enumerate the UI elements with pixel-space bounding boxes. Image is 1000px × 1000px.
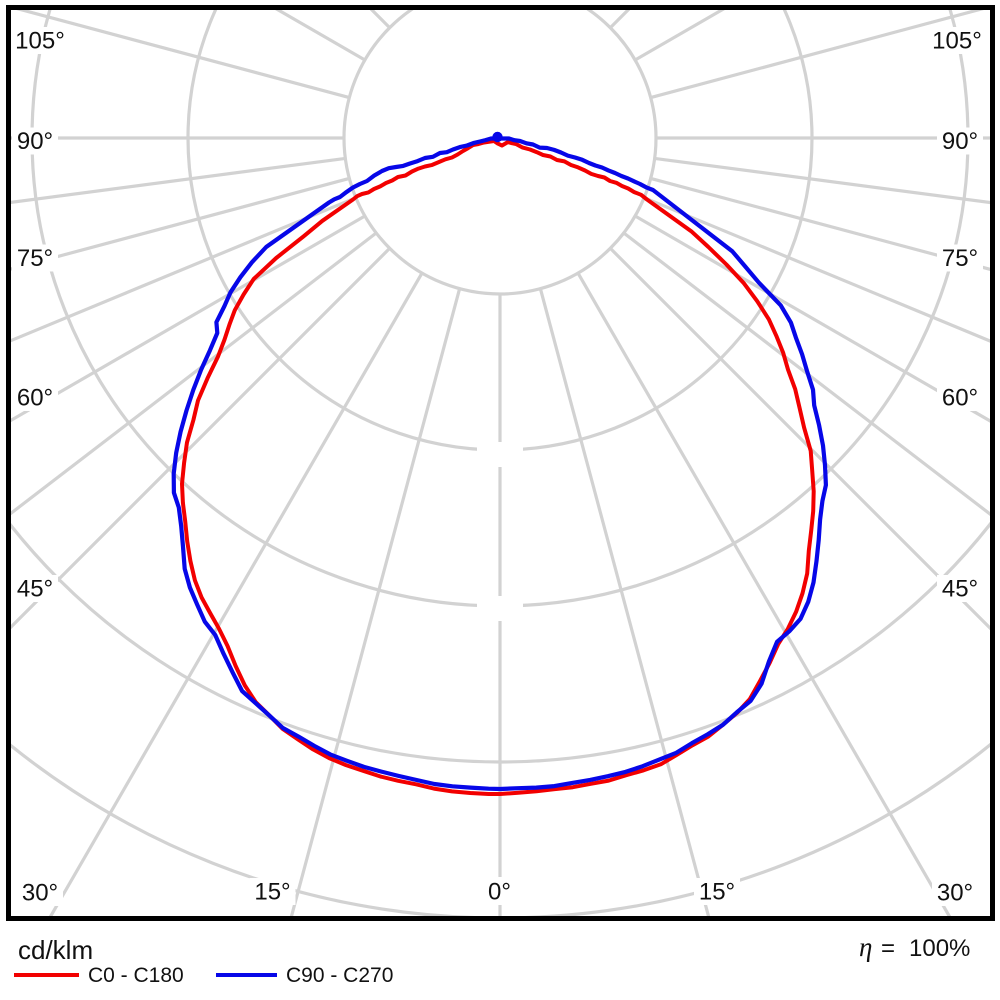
- svg-text:30°: 30°: [937, 880, 973, 907]
- svg-text:105°: 105°: [932, 28, 982, 55]
- svg-text:45°: 45°: [17, 576, 53, 603]
- svg-text:60°: 60°: [942, 385, 978, 412]
- svg-text:100%: 100%: [909, 935, 970, 962]
- svg-text:90°: 90°: [17, 128, 53, 155]
- svg-text:0°: 0°: [488, 879, 511, 906]
- svg-text:15°: 15°: [699, 879, 735, 906]
- svg-text:60°: 60°: [17, 385, 53, 412]
- svg-text:105°: 105°: [15, 28, 65, 55]
- svg-text:cd/klm: cd/klm: [18, 935, 93, 965]
- svg-text:75°: 75°: [942, 245, 978, 272]
- svg-text:75°: 75°: [17, 245, 53, 272]
- svg-text:C0 - C180: C0 - C180: [88, 964, 184, 987]
- svg-text:30°: 30°: [22, 880, 58, 907]
- svg-text:45°: 45°: [942, 576, 978, 603]
- svg-text:90°: 90°: [942, 128, 978, 155]
- svg-text:C90 - C270: C90 - C270: [286, 964, 393, 987]
- svg-text:=: =: [881, 935, 895, 962]
- svg-text:15°: 15°: [254, 879, 290, 906]
- svg-text:η: η: [859, 932, 872, 962]
